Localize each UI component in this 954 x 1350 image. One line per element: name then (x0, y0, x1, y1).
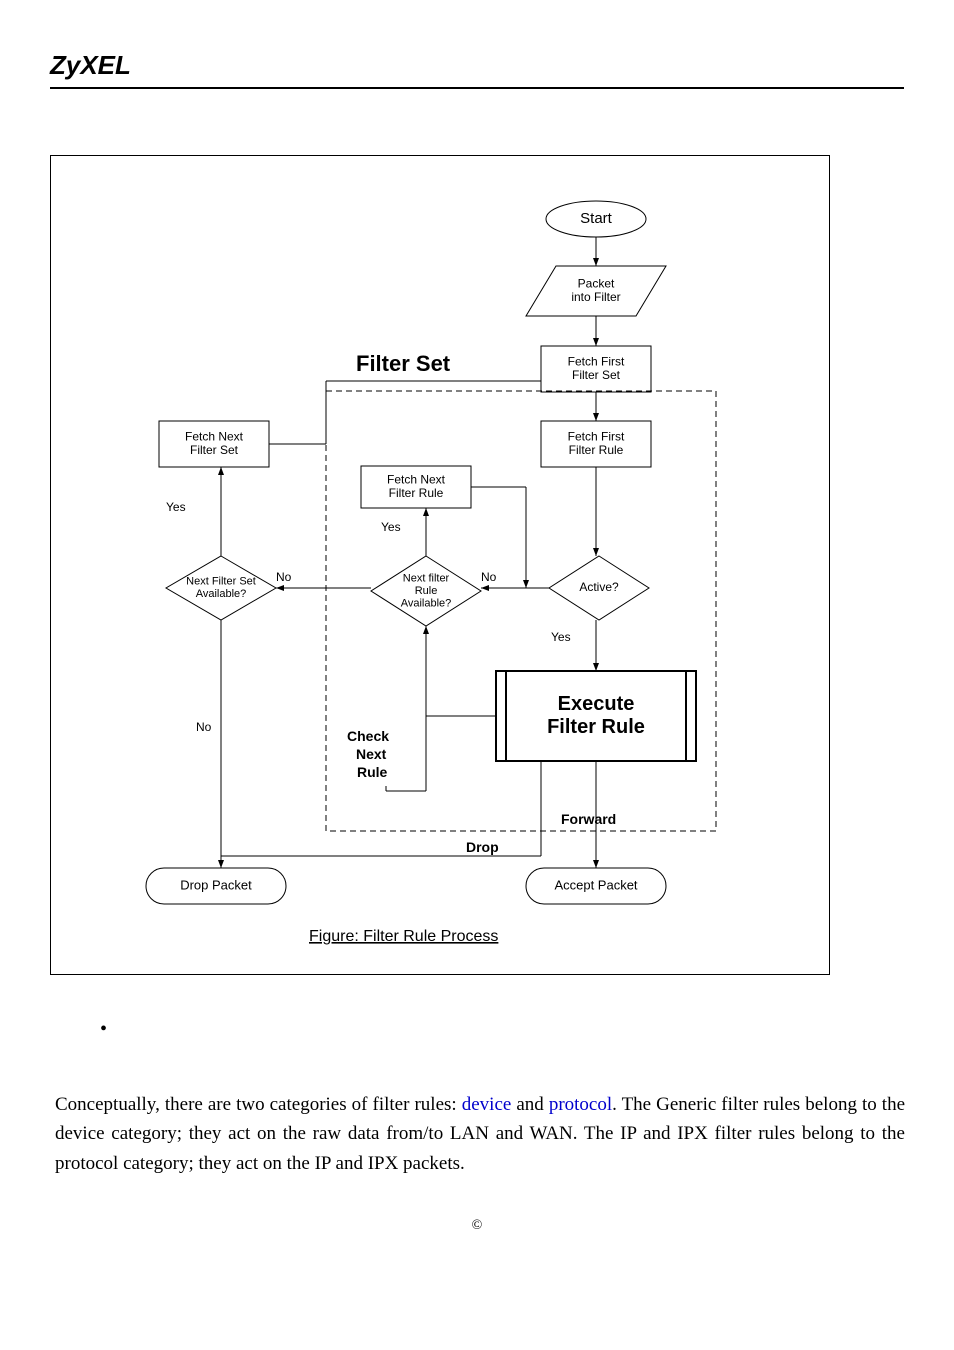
brand-logo: ZyXEL (50, 50, 904, 87)
svg-text:into Filter: into Filter (571, 290, 620, 304)
svg-text:Forward: Forward (561, 811, 616, 827)
svg-text:Yes: Yes (551, 630, 571, 644)
link-device: device (462, 1094, 512, 1115)
bullet-point: • (100, 1018, 107, 1041)
header-rule (50, 87, 904, 89)
svg-text:Figure: Filter Rule Process: Figure: Filter Rule Process (309, 928, 498, 945)
svg-text:No: No (481, 570, 497, 584)
body-text-mid: and (511, 1094, 549, 1115)
svg-text:Accept Packet: Accept Packet (554, 877, 637, 892)
svg-text:Filter Rule: Filter Rule (389, 486, 444, 500)
svg-text:No: No (196, 720, 212, 734)
svg-text:Yes: Yes (166, 500, 186, 514)
footer-copyright: © (0, 1218, 954, 1234)
svg-text:Fetch First: Fetch First (568, 354, 625, 368)
svg-text:Execute: Execute (558, 693, 635, 715)
svg-text:Start: Start (580, 210, 613, 227)
svg-text:Filter Set: Filter Set (190, 443, 239, 457)
svg-text:Drop: Drop (466, 839, 499, 855)
svg-text:Filter Set: Filter Set (572, 368, 621, 382)
svg-text:No: No (276, 570, 292, 584)
svg-text:Filter Rule: Filter Rule (569, 443, 624, 457)
svg-text:Rule: Rule (415, 585, 438, 597)
svg-text:Available?: Available? (401, 598, 452, 610)
link-protocol: protocol (549, 1094, 612, 1115)
svg-text:Fetch Next: Fetch Next (387, 472, 446, 486)
svg-text:Check: Check (347, 728, 389, 744)
svg-text:Available?: Available? (196, 588, 247, 600)
svg-text:Drop Packet: Drop Packet (180, 877, 252, 892)
svg-text:Filter Set: Filter Set (356, 351, 451, 376)
svg-text:Filter Rule: Filter Rule (547, 716, 645, 738)
body-paragraph: Conceptually, there are two categories o… (55, 1090, 905, 1178)
svg-text:Yes: Yes (381, 520, 401, 534)
flowchart-diagram: StartPacketinto FilterFetch FirstFilter … (50, 155, 830, 975)
svg-text:Fetch Next: Fetch Next (185, 429, 244, 443)
svg-text:Next: Next (356, 746, 387, 762)
svg-text:Active?: Active? (579, 580, 619, 594)
svg-text:Rule: Rule (357, 764, 388, 780)
svg-text:Next Filter Set: Next Filter Set (186, 576, 256, 588)
svg-text:Fetch First: Fetch First (568, 429, 625, 443)
body-text-pre: Conceptually, there are two categories o… (55, 1094, 462, 1115)
svg-text:Next filter: Next filter (403, 572, 450, 584)
svg-text:Packet: Packet (578, 276, 615, 290)
